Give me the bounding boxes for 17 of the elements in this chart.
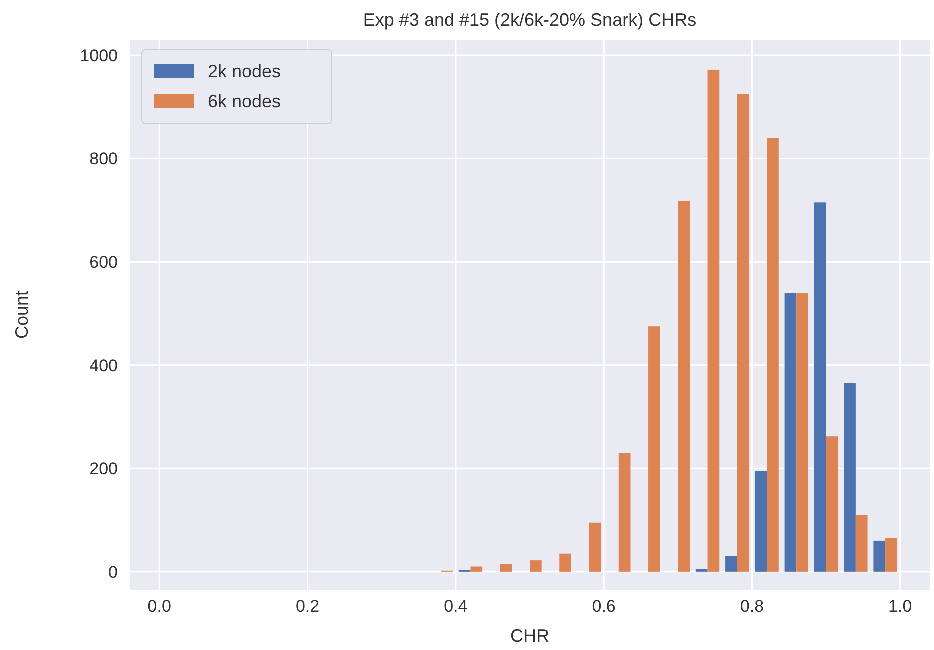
x-tick-label: 0.2	[296, 597, 320, 616]
y-tick-label: 0	[108, 562, 118, 582]
x-tick-label: 0.8	[740, 597, 764, 616]
chart-title: Exp #3 and #15 (2k/6k-20% Snark) CHRs	[363, 10, 697, 30]
x-tick-label: 1.0	[888, 597, 912, 616]
y-axis-title: Count	[12, 290, 32, 340]
y-tick-label: 600	[90, 253, 118, 272]
x-tick-label: 0.0	[148, 597, 172, 616]
x-tick-label: 0.6	[592, 597, 616, 616]
legend-label: 6k nodes	[208, 91, 282, 112]
y-tick-label: 800	[90, 150, 118, 169]
x-axis-title: CHR	[510, 626, 550, 646]
y-tick-label: 200	[90, 460, 118, 479]
x-tick-label: 0.4	[444, 597, 468, 616]
legend-label: 2k nodes	[208, 61, 282, 82]
y-tick-label: 400	[90, 356, 118, 376]
y-tick-label: 1000	[80, 46, 118, 66]
